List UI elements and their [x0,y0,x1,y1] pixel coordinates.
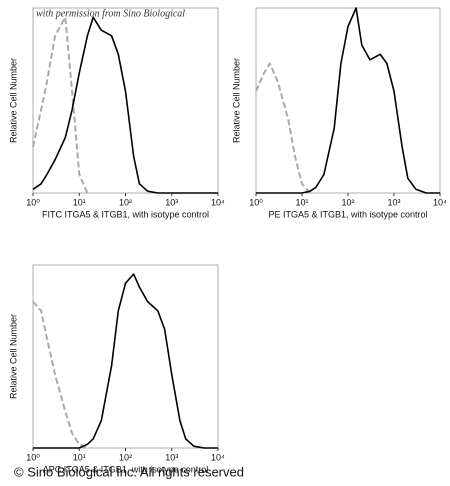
plot-frame [32,7,219,194]
plot-frame [255,7,441,194]
x-tick-label: 10⁴ [211,452,225,462]
x-axis-label: PE ITGA5 & ITGB1, with isotype control [268,209,427,219]
x-tick-label: 10⁰ [26,197,40,207]
x-tick-label: 10² [119,197,132,207]
x-tick-label: 10⁴ [433,197,447,207]
x-tick-label: 10³ [165,452,178,462]
x-tick-label: 10¹ [73,197,86,207]
x-tick-label: 10¹ [73,452,86,462]
histogram-line [32,16,218,194]
histogram-line [33,273,218,449]
y-axis-label: Relative Cell Number [8,58,18,143]
histogram-line [255,62,311,194]
x-tick-label: 10³ [387,197,400,207]
x-tick-label: 10² [341,197,354,207]
plot-frame [32,264,219,449]
histogram-line [32,16,89,194]
histogram-line [256,7,440,194]
x-tick-label: 10¹ [295,197,308,207]
x-tick-label: 10⁰ [26,452,40,462]
x-tick-label: 10³ [165,197,178,207]
x-axis-label: APC ITGA5 & ITGB1, with isotype control [43,464,209,474]
y-axis-label: Relative Cell Number [231,58,241,143]
footer: © Sino Biological Inc. All rights reserv… [14,464,244,479]
x-tick-label: 10² [119,452,132,462]
x-tick-label: 10⁰ [249,197,263,207]
x-tick-label: 10⁴ [211,197,225,207]
histogram-line [32,300,88,449]
y-axis-label: Relative Cell Number [8,314,18,399]
x-axis-label: FITC ITGA5 & ITGB1, with isotype control [42,209,209,219]
watermark: with permission from Sino Biological [36,8,185,19]
